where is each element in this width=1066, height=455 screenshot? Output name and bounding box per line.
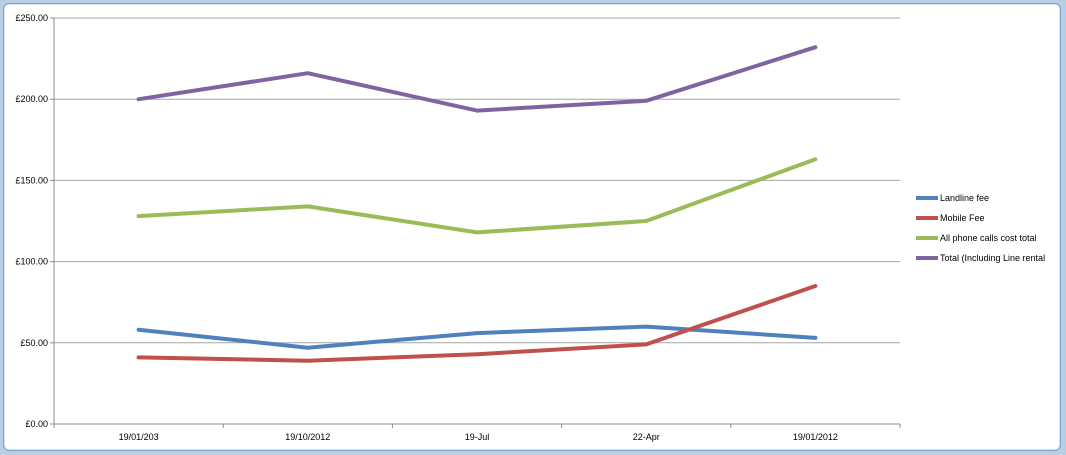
- series-line-2: [136, 284, 818, 363]
- legend-label: All phone calls cost total: [940, 233, 1037, 243]
- series-line-3: [136, 157, 818, 235]
- legend-label: Landline fee: [940, 193, 989, 203]
- y-tick-label: £50.00: [20, 338, 48, 348]
- y-axis-tick-labels: £0.00 £50.00 £100.00 £150.00 £200.00 £250.00: [15, 13, 48, 429]
- legend-label: Total (Including Line rental: [940, 253, 1045, 263]
- gridlines: [54, 17, 900, 344]
- y-tick-label: £200.00: [15, 94, 48, 104]
- y-tick-label: £250.00: [15, 13, 48, 23]
- legend-label: Mobile Fee: [940, 213, 985, 223]
- x-tick-label: 22-Apr: [633, 432, 660, 442]
- y-tick-label: £0.00: [25, 419, 48, 429]
- x-axis-tick-labels: 19/01/203 19/10/2012 19-Jul 22-Apr 19/01/201…: [119, 432, 838, 442]
- x-tick-label: 19-Jul: [465, 432, 490, 442]
- x-tick-label: 19/01/2012: [793, 432, 838, 442]
- x-tick-label: 19/10/2012: [285, 432, 330, 442]
- series-line-4: [136, 45, 818, 113]
- x-tick-label: 19/01/203: [119, 432, 159, 442]
- y-tick-label: £150.00: [15, 175, 48, 185]
- y-tick-label: £100.00: [15, 257, 48, 267]
- series-line-1: [136, 324, 818, 350]
- legend: Landline fee Mobile Fee All phone calls co…: [916, 193, 1045, 263]
- series-lines: [136, 45, 818, 363]
- axes: [50, 17, 901, 428]
